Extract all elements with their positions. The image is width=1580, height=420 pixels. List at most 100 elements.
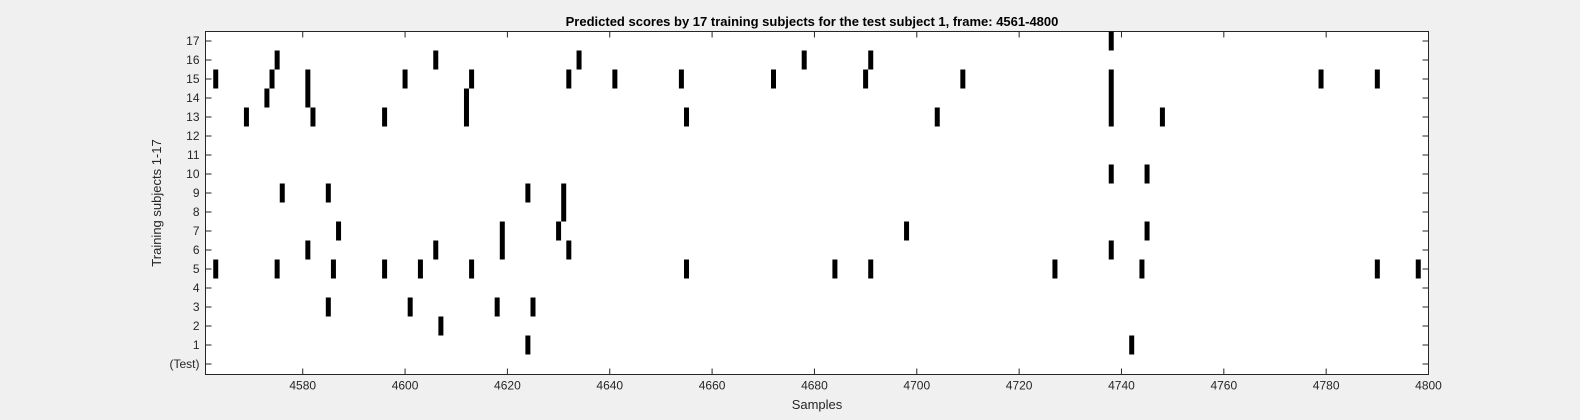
score-mark-subject-16 — [868, 50, 874, 70]
score-mark-subject-5 — [1052, 259, 1058, 279]
score-mark-subject-9 — [561, 183, 567, 203]
score-mark-subject-15 — [469, 69, 475, 89]
score-mark-subject-8 — [561, 202, 567, 222]
x-tick-label: 4740 — [1108, 379, 1135, 393]
score-mark-subject-17 — [1108, 31, 1114, 51]
score-mark-subject-3 — [407, 297, 413, 317]
score-mark-subject-14 — [463, 88, 469, 108]
y-tick-label: 5 — [193, 262, 200, 276]
score-mark-subject-13 — [243, 107, 249, 127]
score-mark-subject-7 — [556, 221, 562, 241]
y-tick-label: 3 — [193, 300, 200, 314]
score-mark-subject-15 — [960, 69, 966, 89]
score-mark-subject-13 — [382, 107, 388, 127]
y-tick-label: 9 — [193, 186, 200, 200]
score-mark-subject-7 — [336, 221, 342, 241]
y-tick-label: (Test) — [170, 357, 200, 371]
x-axis-label: Samples — [792, 397, 843, 412]
score-mark-subject-13 — [934, 107, 940, 127]
x-tick-label: 4680 — [801, 379, 828, 393]
score-mark-subject-5 — [684, 259, 690, 279]
score-mark-subject-15 — [612, 69, 618, 89]
x-tick-label: 4700 — [903, 379, 930, 393]
score-mark-subject-1 — [525, 335, 531, 355]
x-tick-label: 4640 — [596, 379, 623, 393]
score-mark-subject-6 — [1108, 240, 1114, 260]
score-mark-subject-16 — [576, 50, 582, 70]
score-mark-subject-14 — [264, 88, 270, 108]
score-mark-subject-7 — [499, 221, 505, 241]
score-mark-subject-5 — [1374, 259, 1380, 279]
score-mark-subject-5 — [469, 259, 475, 279]
score-mark-subject-1 — [1129, 335, 1135, 355]
score-mark-subject-15 — [1318, 69, 1324, 89]
score-mark-subject-10 — [1144, 164, 1150, 184]
score-mark-subject-16 — [801, 50, 807, 70]
y-axis-label: Training subjects 1-17 — [149, 139, 164, 266]
score-mark-subject-5 — [1415, 259, 1421, 279]
score-mark-subject-5 — [417, 259, 423, 279]
score-mark-subject-6 — [499, 240, 505, 260]
x-tick-label: 4800 — [1415, 379, 1442, 393]
score-mark-subject-15 — [771, 69, 777, 89]
score-mark-subject-13 — [684, 107, 690, 127]
y-tick-label: 16 — [186, 53, 200, 67]
score-mark-subject-9 — [279, 183, 285, 203]
score-mark-subject-5 — [213, 259, 219, 279]
score-mark-subject-13 — [1108, 107, 1114, 127]
x-tick-label: 4780 — [1313, 379, 1340, 393]
x-tick-label: 4580 — [289, 379, 316, 393]
score-mark-subject-14 — [1108, 88, 1114, 108]
plot-area — [205, 31, 1429, 375]
score-mark-subject-5 — [832, 259, 838, 279]
score-mark-subject-6 — [433, 240, 439, 260]
score-mark-subject-16 — [433, 50, 439, 70]
score-mark-subject-5 — [330, 259, 336, 279]
score-mark-subject-15 — [402, 69, 408, 89]
score-mark-subject-10 — [1108, 164, 1114, 184]
y-tick-label: 1 — [193, 338, 200, 352]
x-tick-label: 4620 — [494, 379, 521, 393]
y-tick-label: 11 — [187, 148, 200, 162]
score-mark-subject-7 — [904, 221, 910, 241]
score-mark-subject-13 — [310, 107, 316, 127]
y-tick-label: 15 — [186, 72, 200, 86]
y-tick-label: 4 — [193, 281, 200, 295]
score-mark-subject-15 — [213, 69, 219, 89]
y-tick-label: 8 — [193, 205, 200, 219]
y-tick-label: 2 — [193, 319, 200, 333]
score-mark-subject-5 — [868, 259, 874, 279]
x-axis: 4580 4600 4620 4640 4660 4680 4700 4720 4740 4760… — [289, 31, 1442, 393]
score-mark-subject-7 — [1144, 221, 1150, 241]
score-mark-subject-5 — [382, 259, 388, 279]
x-tick-label: 4600 — [392, 379, 419, 393]
chart-title: Predicted scores by 17 training subjects… — [566, 14, 1059, 29]
y-tick-label: 13 — [186, 110, 200, 124]
y-tick-label: 12 — [186, 129, 200, 143]
score-mark-subject-5 — [1139, 259, 1145, 279]
data-marks — [213, 31, 1421, 355]
score-mark-subject-6 — [566, 240, 572, 260]
x-tick-label: 4660 — [699, 379, 726, 393]
score-mark-subject-15 — [863, 69, 869, 89]
y-tick-label: 10 — [186, 167, 200, 181]
score-mark-subject-9 — [525, 183, 531, 203]
score-mark-subject-15 — [678, 69, 684, 89]
score-mark-subject-13 — [1159, 107, 1165, 127]
y-tick-label: 7 — [193, 224, 200, 238]
x-tick-label: 4760 — [1210, 379, 1237, 393]
y-tick-label: 14 — [186, 91, 200, 105]
score-mark-subject-14 — [305, 88, 311, 108]
score-mark-subject-3 — [325, 297, 331, 317]
score-mark-subject-15 — [1374, 69, 1380, 89]
score-mark-subject-15 — [1108, 69, 1114, 89]
score-mark-subject-3 — [494, 297, 500, 317]
score-mark-subject-15 — [305, 69, 311, 89]
score-mark-subject-5 — [274, 259, 280, 279]
score-mark-subject-15 — [269, 69, 275, 89]
score-mark-subject-16 — [274, 50, 280, 70]
score-mark-subject-6 — [305, 240, 311, 260]
y-tick-label: 17 — [186, 34, 200, 48]
score-mark-subject-9 — [325, 183, 331, 203]
